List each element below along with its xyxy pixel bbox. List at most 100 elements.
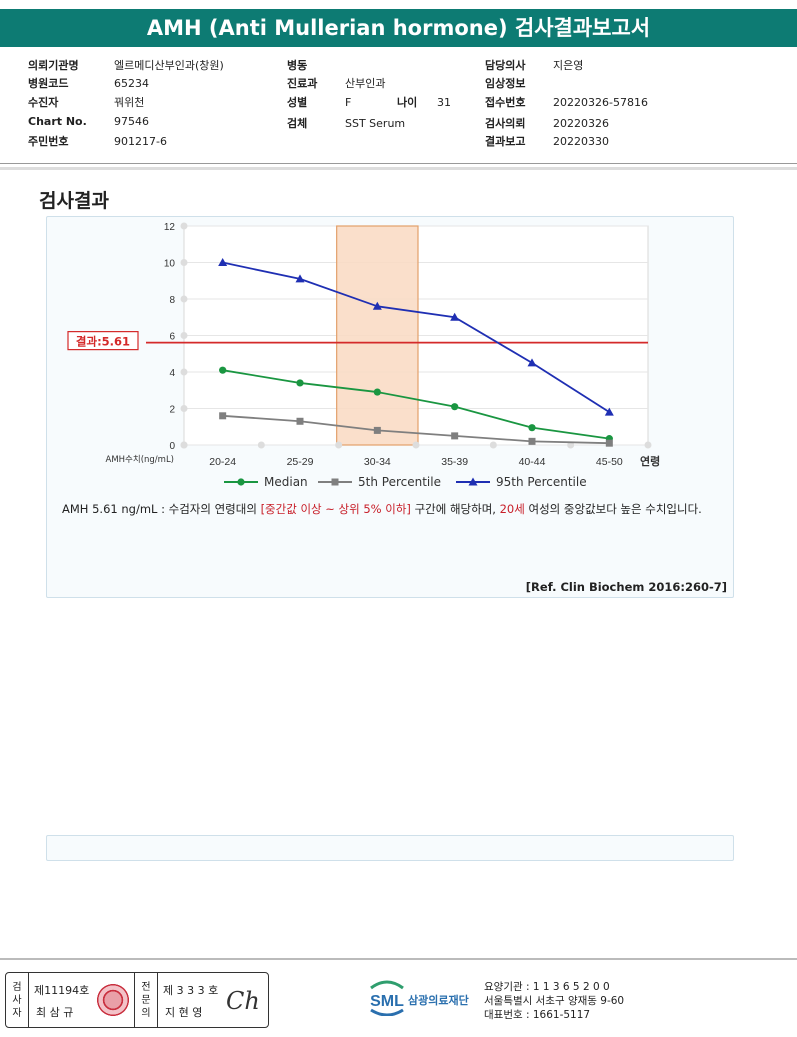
specialist-name: 지 현 영 (165, 1006, 203, 1019)
header-divider (0, 163, 797, 164)
info-value: 901217-6 (114, 135, 167, 148)
x-axis-dot (180, 441, 188, 449)
data-point (604, 407, 614, 416)
info-label: 병동 (287, 59, 308, 72)
reference: [Ref. Clin Biochem 2016:260-7] (525, 580, 727, 594)
comment-range: [중간값 이상 ~ 상위 5% 이하] (260, 502, 411, 516)
x-tick-label: 35-39 (441, 456, 468, 468)
info-label: 검체 (287, 117, 308, 130)
x-axis-dot (412, 441, 420, 449)
y-tick-label: 6 (169, 332, 175, 343)
info-value: 20220326-57816 (553, 96, 648, 109)
data-point (528, 424, 536, 432)
info-value: 20220330 (553, 135, 609, 148)
info-label: 수진자 (28, 96, 59, 109)
inspector-label-char: 검 (12, 981, 22, 993)
x-tick-label: 40-44 (519, 456, 546, 468)
specialist-number: 제 3 3 3 호 (163, 984, 219, 997)
data-point (605, 439, 613, 447)
y-axis-dot (180, 332, 188, 339)
info-right: 담당의사 지은영 임상정보 접수번호 20220326-57816 검사의뢰 2022… (485, 57, 648, 151)
seal-icon (96, 983, 130, 1017)
comment-suffix: 여성의 중앙값보다 높은 수치입니다. (524, 502, 702, 516)
info-label: 접수번호 (485, 96, 526, 109)
specialist-label-char: 의 (141, 1007, 151, 1019)
info-label: 주민번호 (28, 135, 69, 148)
data-point (528, 437, 536, 445)
legend-label: 5th Percentile (358, 475, 441, 489)
amh-chart: 0 2 4 6 8 10 12 20-24 25-29 30-34 35-39 40-44 45-50 연… (67, 222, 660, 489)
age-value: 31 (437, 96, 451, 109)
y-tick-label: 4 (169, 368, 175, 379)
org-line: 대표번호 : 1661-5117 (484, 1009, 591, 1021)
series-line (222, 261, 610, 413)
legend-item: 95th Percentile (456, 475, 587, 489)
data-point (373, 388, 381, 396)
org-line: 요양기관 : 1 1 3 6 5 2 0 0 (484, 981, 610, 993)
x-axis-dot (257, 441, 265, 449)
data-point (372, 301, 382, 310)
data-point (451, 403, 459, 411)
legend-marker (237, 478, 245, 486)
specialist-label-char: 문 (141, 994, 151, 1006)
divider (134, 973, 135, 1027)
y-tick-label: 8 (169, 295, 175, 306)
comment-prefix: AMH 5.61 ng/mL : 수검자의 연령대의 (62, 502, 261, 516)
specialist-label: 전 문 의 (135, 973, 157, 1027)
divider (28, 973, 29, 1027)
data-point (219, 412, 227, 420)
data-point (296, 417, 304, 425)
highlight-band (336, 225, 419, 446)
logo-text: SML (370, 993, 404, 1010)
age-label: 나이 (397, 96, 418, 109)
y-axis-dot (180, 405, 188, 412)
org-info: 요양기관 : 1 1 3 6 5 2 0 0 서울특별시 서초구 양재동 9-6… (484, 980, 624, 1022)
inspector-number: 제11194호 (34, 984, 90, 997)
info-label: 의뢰기관명 (28, 59, 79, 72)
data-point (373, 426, 381, 434)
data-point (218, 258, 228, 266)
y-tick-label: 0 (169, 441, 175, 452)
y-axis-label: AMH수치(ng/mL) (106, 455, 174, 465)
info-label: 결과보고 (485, 135, 526, 148)
info-label: Chart No. (28, 115, 87, 128)
info-label: 병원코드 (28, 77, 69, 90)
info-value: 산부인과 (345, 77, 386, 90)
signature-box: 검 사 자 제11194호 최 삼 규 전 문 의 제 3 3 3 호 지 현 … (5, 972, 269, 1028)
section-title: 검사결과 (39, 190, 109, 212)
y-tick-label: 10 (164, 259, 176, 270)
info-value: SST Serum (345, 117, 406, 130)
data-point (295, 274, 305, 283)
legend-label: 95th Percentile (496, 475, 587, 489)
org-name: 삼광의료재단 (408, 994, 469, 1007)
y-tick-label: 2 (169, 405, 175, 416)
inspector-label-char: 사 (12, 994, 22, 1006)
info-value: 꿔위천 (114, 96, 145, 109)
info-label: 성별 (287, 96, 308, 109)
series-line (222, 369, 610, 440)
series-line (222, 414, 610, 445)
header-divider-band (0, 167, 797, 170)
series-95th-percentile (218, 258, 614, 416)
info-value: 97546 (114, 115, 149, 128)
legend-label: Median (264, 475, 308, 489)
data-point (219, 366, 227, 374)
y-axis-dot (180, 222, 188, 230)
data-point (527, 358, 537, 367)
inspector-label: 검 사 자 (6, 973, 28, 1027)
info-label: 진료과 (287, 77, 318, 90)
comment-middle: 구간에 해당하며, (410, 502, 500, 516)
info-value: F (345, 96, 352, 109)
x-axis-dot (644, 441, 652, 449)
info-value: 65234 (114, 77, 149, 90)
info-value: 지은영 (553, 59, 584, 72)
x-tick-label: 25-29 (287, 456, 314, 468)
report-title: AMH (Anti Mullerian hormone) 검사결과보고서 (0, 9, 797, 47)
org-line: 서울특별시 서초구 양재동 9-60 (484, 995, 625, 1007)
info-value: 엘르메디산부인과(창원) (114, 59, 224, 72)
inspector-label-char: 자 (12, 1007, 22, 1019)
comment-age: 20세 (499, 502, 525, 516)
info-value: 20220326 (553, 117, 609, 130)
y-tick-label: 12 (164, 222, 176, 233)
legend-marker (331, 478, 339, 486)
